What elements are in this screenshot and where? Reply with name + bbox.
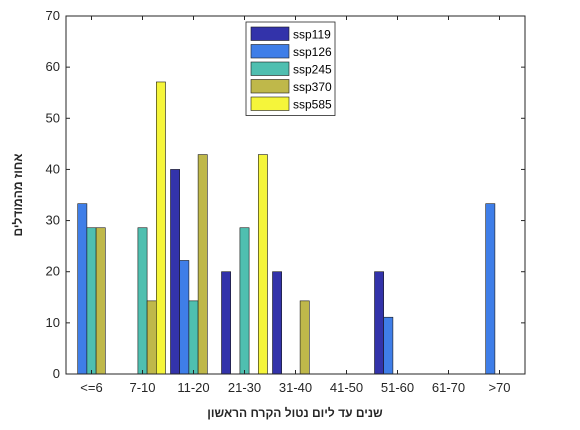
legend: ssp119 ssp126 ssp245 ssp370 ssp585 bbox=[245, 21, 336, 116]
x-tick-label: 21-30 bbox=[228, 380, 261, 395]
bar-ssp370-4 bbox=[299, 300, 310, 375]
legend-label-ssp119: ssp119 bbox=[293, 28, 331, 42]
bar-ssp119-3 bbox=[221, 271, 231, 375]
x-tick-label: 61-70 bbox=[432, 380, 465, 395]
bar-ssp585-1 bbox=[156, 81, 166, 375]
y-axis-title: אחוז מהמודלים bbox=[11, 154, 25, 237]
x-axis-title: שנים עד ליום נטול הקרח הראשון bbox=[207, 406, 383, 420]
bar-ssp245-0 bbox=[86, 227, 97, 375]
y-tick-label: 50 bbox=[46, 110, 60, 125]
bar-ssp126-2 bbox=[179, 260, 190, 375]
bar-ssp119-2 bbox=[170, 169, 180, 375]
bar-ssp245-1 bbox=[137, 227, 148, 375]
y-tick-label: 20 bbox=[46, 264, 60, 279]
x-tick-label: <=6 bbox=[80, 380, 102, 395]
y-tick-label: 70 bbox=[46, 8, 60, 23]
legend-label-ssp585: ssp585 bbox=[293, 98, 332, 112]
x-tick-label: 31-40 bbox=[279, 380, 312, 395]
legend-swatch-ssp370 bbox=[250, 79, 290, 94]
legend-swatch-ssp585 bbox=[250, 96, 290, 111]
y-tick-label: 40 bbox=[46, 161, 60, 176]
legend-swatch-ssp245 bbox=[250, 61, 290, 76]
x-tick-label: 11-20 bbox=[177, 380, 209, 395]
legend-label-ssp245: ssp245 bbox=[293, 63, 332, 77]
bar-ssp119-4 bbox=[272, 271, 282, 375]
legend-label-ssp126: ssp126 bbox=[293, 45, 332, 59]
x-axis: <=6 7-10 11-20 21-30 31-40 41-50 51-60 61-70 >70 bbox=[80, 16, 511, 395]
y-axis: 0 10 20 30 40 50 60 70 bbox=[46, 8, 525, 381]
legend-swatch-ssp119 bbox=[250, 26, 290, 41]
x-tick-label: >70 bbox=[488, 380, 510, 395]
bar-ssp585-3 bbox=[257, 154, 268, 375]
bar-ssp370-2 bbox=[197, 154, 208, 375]
y-tick-label: 10 bbox=[46, 315, 60, 330]
bar-ssp126-6 bbox=[383, 316, 394, 375]
x-tick-label: 41-50 bbox=[330, 380, 363, 395]
legend-label-ssp370: ssp370 bbox=[293, 80, 332, 94]
bar-ssp119-6 bbox=[374, 271, 384, 375]
bar-ssp245-2 bbox=[188, 300, 199, 375]
x-tick-label: 51-60 bbox=[381, 380, 414, 395]
bar-ssp126-8 bbox=[485, 203, 496, 375]
legend-swatch-ssp126 bbox=[250, 44, 290, 59]
y-tick-label: 60 bbox=[46, 59, 60, 74]
bar-ssp370-0 bbox=[95, 227, 106, 375]
y-tick-label: 30 bbox=[46, 213, 60, 228]
y-tick-label: 0 bbox=[53, 366, 60, 381]
bar-ssp370-1 bbox=[146, 300, 157, 375]
bar-ssp126-0 bbox=[77, 203, 88, 375]
bar-ssp245-3 bbox=[239, 227, 250, 375]
x-tick-label: 7-10 bbox=[129, 380, 155, 395]
